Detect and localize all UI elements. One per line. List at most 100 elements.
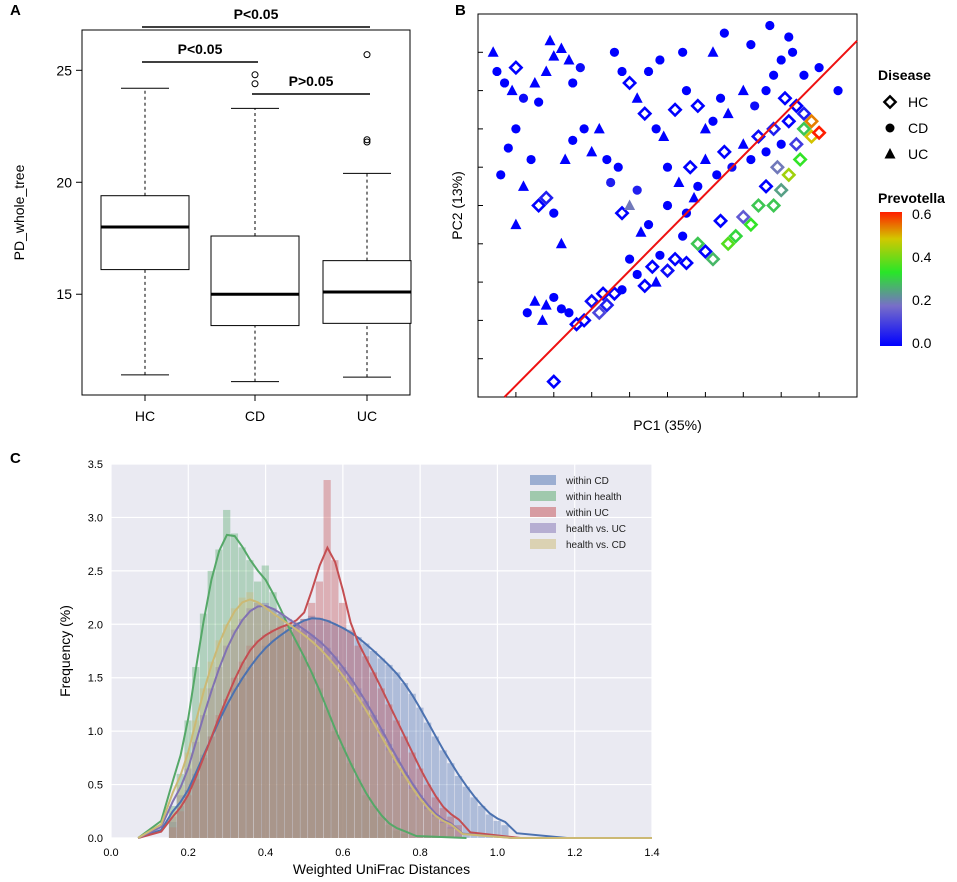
histogram-bar	[246, 645, 254, 838]
histogram-bar	[215, 549, 223, 838]
colorbar	[880, 212, 902, 346]
significance-label: P>0.05	[289, 73, 334, 89]
panel-label-a: A	[10, 2, 21, 19]
histogram-bar	[338, 602, 347, 838]
histogram-bar	[292, 640, 300, 838]
hc-point	[637, 278, 653, 294]
uc-point	[635, 226, 647, 237]
x-axis-label: Weighted UniFrac Distances	[293, 861, 470, 877]
histogram-bar	[447, 763, 455, 838]
uc-point	[555, 42, 567, 53]
legend-swatch	[530, 507, 556, 517]
histogram-bar	[377, 688, 385, 838]
histogram-bar	[439, 808, 447, 838]
histogram-bar	[284, 629, 293, 838]
histogram-bar	[277, 626, 285, 838]
x-tick-label: HC	[135, 408, 155, 424]
y-tick-label: 1.5	[88, 673, 103, 685]
histogram-bar	[377, 736, 385, 838]
legend-label: UC	[908, 146, 928, 162]
histogram-bar	[354, 637, 362, 838]
hc-point	[769, 159, 785, 175]
kde-curve	[137, 598, 652, 839]
histogram-bar	[207, 736, 215, 838]
histogram-bar	[300, 618, 308, 838]
histogram-bar	[424, 784, 432, 838]
hc-point	[766, 121, 782, 137]
histogram-bar	[385, 704, 393, 838]
y-tick-label: 3.0	[88, 512, 103, 524]
histogram-bar	[315, 688, 324, 838]
histogram-bar	[331, 624, 339, 838]
histogram-bar	[323, 647, 331, 838]
cd-point	[712, 170, 722, 180]
cd-point	[496, 170, 506, 180]
cd-point	[613, 162, 623, 172]
histogram-bar	[230, 677, 239, 838]
x-tick-label: 1.0	[490, 847, 505, 859]
histogram-bar	[215, 667, 223, 838]
y-tick-label: 0.0	[88, 833, 103, 845]
uc-point	[559, 153, 571, 165]
uc-point	[517, 180, 529, 191]
histogram-bar	[447, 827, 455, 838]
hc-point	[697, 243, 713, 259]
hc-point	[595, 286, 611, 302]
histogram-bar	[377, 816, 385, 838]
histogram-bar	[431, 797, 439, 838]
histogram-bar	[246, 667, 254, 838]
hc-point	[777, 90, 793, 106]
histogram-bar	[246, 560, 254, 838]
x-tick-label: 0.6	[335, 847, 350, 859]
cd-point	[678, 47, 688, 57]
y-tick-label: 1.0	[88, 726, 103, 738]
histogram-bar	[439, 750, 447, 838]
cd-point	[776, 55, 786, 65]
histogram-bar	[478, 805, 486, 838]
histogram-bar	[377, 729, 385, 838]
histogram-bar	[354, 779, 362, 838]
uc-point	[737, 138, 749, 149]
histogram-bar	[408, 784, 416, 838]
histogram-bar	[338, 747, 347, 838]
legend-label: HC	[908, 94, 928, 110]
legend-swatch	[530, 523, 556, 533]
hc-point	[690, 236, 706, 252]
histogram-bar	[292, 629, 300, 838]
histogram-bar	[431, 816, 439, 838]
y-axis-label: PC2 (13%)	[449, 171, 465, 239]
histogram-bar	[362, 643, 370, 838]
histogram-bar	[269, 592, 277, 838]
legend-label: health vs. CD	[566, 540, 626, 551]
histogram-bar	[253, 602, 262, 838]
cd-point	[643, 66, 654, 77]
x-tick-label: 1.4	[644, 847, 659, 859]
cd-point	[499, 78, 510, 88]
hc-point	[667, 102, 683, 118]
histogram-bar	[362, 709, 370, 838]
histogram-bar	[354, 645, 362, 838]
histogram-bar	[308, 602, 316, 838]
hc-point	[758, 178, 774, 194]
cd-point	[719, 28, 729, 38]
histogram-bar	[269, 613, 277, 838]
cd-point	[833, 86, 843, 96]
y-tick-label: 25	[56, 62, 72, 78]
histogram-bar	[346, 629, 354, 838]
panel-label-c: C	[10, 450, 21, 467]
cd-point	[632, 269, 642, 280]
hc-point	[773, 182, 789, 198]
cd-point	[568, 78, 578, 88]
legend-label: within UC	[565, 508, 609, 519]
cd-point	[606, 177, 616, 188]
y-tick-label: 15	[56, 286, 72, 302]
legend-swatch	[530, 475, 556, 485]
histogram-bar	[246, 592, 254, 838]
histogram-bar	[207, 570, 215, 838]
histogram-bar	[238, 547, 246, 838]
histogram-bar	[184, 795, 192, 838]
histogram-bar	[269, 640, 277, 838]
legend-label: within health	[565, 492, 622, 503]
